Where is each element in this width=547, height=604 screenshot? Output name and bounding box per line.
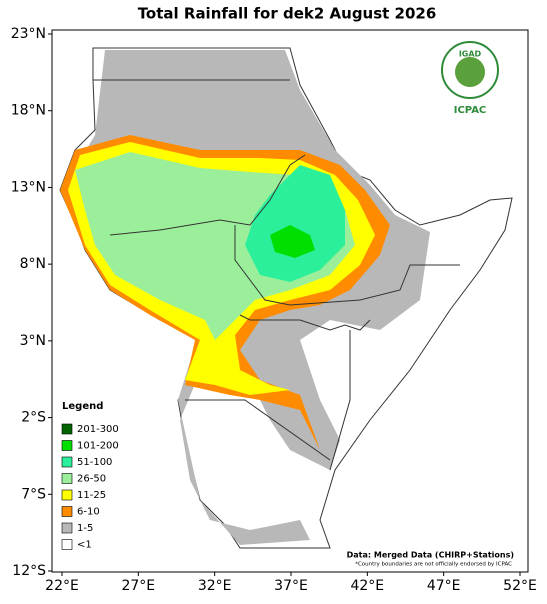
y-tick-label: 18°N xyxy=(11,103,46,119)
legend-label: 11-25 xyxy=(77,490,106,501)
rain-101-200 xyxy=(270,225,315,258)
x-tick-label: 42°E xyxy=(350,578,384,594)
footnote: *Country boundaries are not officially e… xyxy=(355,562,512,568)
legend-title: Legend xyxy=(62,401,103,412)
y-tick-label: 13°N xyxy=(11,179,46,195)
logo-bottom: ICPAC xyxy=(454,105,487,116)
y-tick-label: 8°N xyxy=(20,256,46,272)
x-tick-label: 32°E xyxy=(198,578,232,594)
y-tick-label: 3°N xyxy=(20,333,46,349)
y-tick-label: 7°S xyxy=(21,486,46,502)
legend-label: 26-50 xyxy=(77,474,106,485)
x-tick-label: 52°E xyxy=(503,578,537,594)
logo-emblem xyxy=(455,57,485,87)
y-tick-label: 2°S xyxy=(21,410,46,426)
logo-top: IGAD xyxy=(459,50,482,59)
x-tick-label: 27°E xyxy=(121,578,155,594)
y-tick-label: 12°S xyxy=(12,563,46,579)
source-note: Data: Merged Data (CHIRP+Stations) xyxy=(347,551,514,560)
legend: Legend 201-300 101-200 51-100 26-50 11-25 6-1… xyxy=(61,401,119,551)
legend-label: <1 xyxy=(77,540,92,551)
y-tick-label: 23°N xyxy=(11,26,46,42)
borders xyxy=(93,79,460,471)
legend-swatch xyxy=(61,522,73,534)
legend-swatch xyxy=(61,440,73,451)
legend-swatch xyxy=(61,456,73,468)
map-title: Total Rainfall for dek2 August 2026 xyxy=(138,5,437,23)
legend-swatch xyxy=(61,489,73,501)
legend-swatch xyxy=(61,473,73,484)
x-tick-label: 37°E xyxy=(274,578,308,594)
rain-51-100 xyxy=(245,165,345,282)
x-tick-label: 47°E xyxy=(427,578,461,594)
legend-label: 201-300 xyxy=(77,424,119,435)
x-tick-label: 22°E xyxy=(45,578,79,594)
map-body xyxy=(59,47,513,549)
logo: IGAD ICPAC xyxy=(441,41,499,116)
legend-swatch xyxy=(61,423,73,435)
legend-label: 101-200 xyxy=(77,441,119,452)
legend-swatch xyxy=(61,539,73,550)
legend-label: 6-10 xyxy=(77,507,100,518)
legend-label: 1-5 xyxy=(77,523,93,534)
legend-swatch xyxy=(61,506,73,517)
legend-label: 51-100 xyxy=(77,457,112,468)
